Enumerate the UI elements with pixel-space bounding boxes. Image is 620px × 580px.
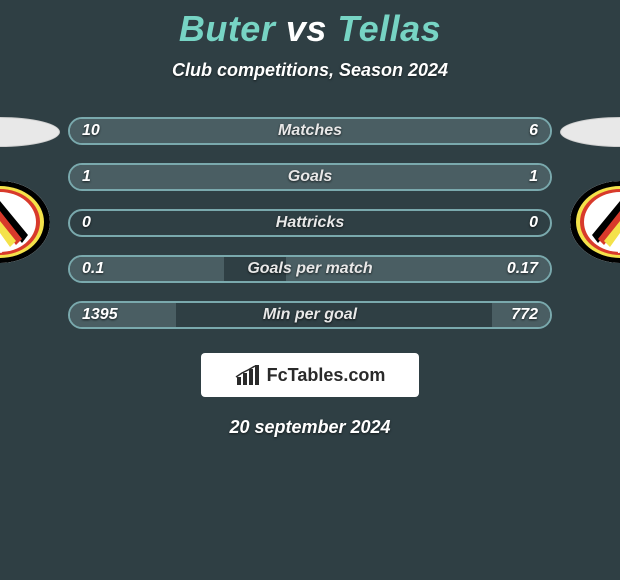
brand-suffix: Tables.com (288, 365, 386, 385)
stat-label: Min per goal (263, 306, 357, 324)
svg-text:C A: C A (614, 193, 620, 200)
right-flag-icon (560, 117, 620, 147)
stat-row: 1395 Min per goal 772 (68, 301, 552, 329)
stat-label: Matches (278, 122, 342, 140)
stat-value-right: 1 (529, 168, 538, 186)
stat-fill-right (310, 165, 550, 189)
stat-fill-left (70, 165, 310, 189)
stat-value-right: 6 (529, 122, 538, 140)
stat-value-right: 772 (511, 306, 538, 324)
svg-text:C A: C A (0, 193, 6, 200)
left-flag-icon (0, 117, 60, 147)
left-side: C A B (0, 117, 60, 263)
brand-badge: FcTables.com (201, 353, 419, 397)
brand-text: FcTables.com (267, 365, 386, 386)
stat-value-left: 10 (82, 122, 100, 140)
club-badge-svg: C A B (570, 181, 620, 263)
player2-name: Tellas (337, 8, 441, 49)
subtitle: Club competitions, Season 2024 (0, 60, 620, 81)
vs-label: vs (286, 8, 327, 49)
svg-text:B: B (0, 248, 3, 255)
player1-name: Buter (179, 8, 276, 49)
stat-value-right: 0.17 (507, 260, 538, 278)
stat-row: 1 Goals 1 (68, 163, 552, 191)
stat-fill-right (368, 119, 550, 143)
stat-label: Goals (288, 168, 332, 186)
comparison-body: C A B 10Matches61Goals10Hattricks00.1Goa… (0, 117, 620, 329)
stats-list: 10Matches61Goals10Hattricks00.1Goals per… (60, 117, 560, 329)
stat-row: 10 Matches 6 (68, 117, 552, 145)
stat-value-left: 0 (82, 214, 91, 232)
brand-prefix: Fc (267, 365, 288, 385)
right-club-badge-icon: C A B (570, 181, 620, 263)
stat-row: 0.1 Goals per match 0.17 (68, 255, 552, 283)
stat-label: Hattricks (276, 214, 344, 232)
stat-value-left: 0.1 (82, 260, 104, 278)
stat-value-left: 1395 (82, 306, 118, 324)
stat-row: 0 Hattricks 0 (68, 209, 552, 237)
date-label: 20 september 2024 (0, 417, 620, 438)
page-title: Buter vs Tellas (0, 8, 620, 50)
bar-chart-icon (235, 363, 261, 387)
stat-value-left: 1 (82, 168, 91, 186)
comparison-card: Buter vs Tellas Club competitions, Seaso… (0, 0, 620, 580)
stat-value-right: 0 (529, 214, 538, 232)
right-side: C A B (560, 117, 620, 263)
club-badge-svg: C A B (0, 181, 50, 263)
stat-label: Goals per match (247, 260, 372, 278)
left-club-badge-icon: C A B (0, 181, 50, 263)
